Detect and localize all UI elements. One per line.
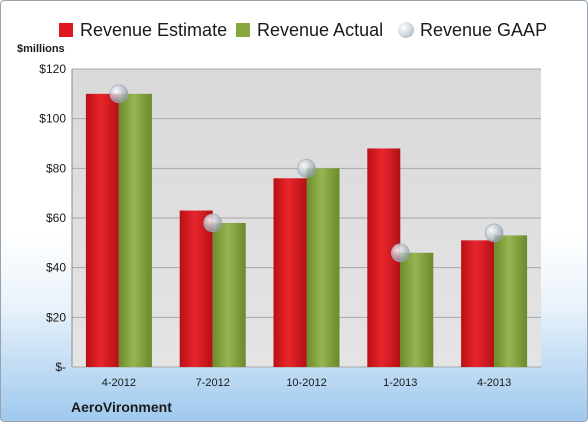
legend-swatch-estimate	[59, 23, 73, 37]
legend-label-actual: Revenue Actual	[257, 19, 384, 40]
point-revenue-gaap	[390, 243, 410, 263]
company-name: AeroVironment	[71, 399, 172, 415]
bar-revenue-actual	[306, 168, 340, 367]
bar-revenue-estimate	[85, 93, 119, 367]
legend-dot-gaap	[398, 22, 414, 38]
legend-label-gaap: Revenue GAAP	[420, 19, 548, 40]
x-tick-label: 7-2012	[196, 377, 230, 389]
bar-revenue-estimate	[179, 210, 213, 367]
y-tick-label: $120	[39, 62, 66, 76]
y-tick-label: $60	[46, 211, 66, 225]
bar-revenue-actual	[400, 252, 434, 367]
point-revenue-gaap	[297, 159, 316, 178]
bar-revenue-actual	[212, 222, 246, 367]
x-tick-label: 4-2013	[477, 377, 511, 389]
legend-swatch-actual	[236, 23, 250, 37]
y-axis-unit-label: $millions	[17, 43, 65, 55]
bar-revenue-actual	[494, 235, 528, 367]
legend: Revenue Estimate Revenue Actual Revenue …	[1, 15, 587, 45]
point-revenue-gaap	[203, 213, 222, 233]
x-tick-label: 1-2013	[383, 377, 417, 389]
y-tick-label: $100	[39, 112, 66, 126]
legend-item-estimate: Revenue Estimate	[59, 15, 227, 45]
bar-revenue-estimate	[461, 240, 495, 367]
y-tick-label: $40	[46, 261, 66, 275]
y-tick-label: $20	[46, 310, 66, 324]
x-tick-label: 10-2012	[286, 377, 326, 389]
point-revenue-gaap	[109, 84, 129, 104]
bar-revenue-actual	[118, 93, 152, 367]
y-tick-label: $-	[55, 360, 66, 374]
bar-revenue-estimate	[273, 178, 307, 367]
legend-item-actual: Revenue Actual	[236, 15, 383, 45]
legend-item-gaap: Revenue GAAP	[398, 15, 547, 45]
y-tick-label: $80	[46, 161, 66, 175]
legend-label-estimate: Revenue Estimate	[80, 19, 228, 40]
point-revenue-gaap	[484, 223, 504, 243]
x-tick-label: 4-2012	[102, 377, 136, 389]
